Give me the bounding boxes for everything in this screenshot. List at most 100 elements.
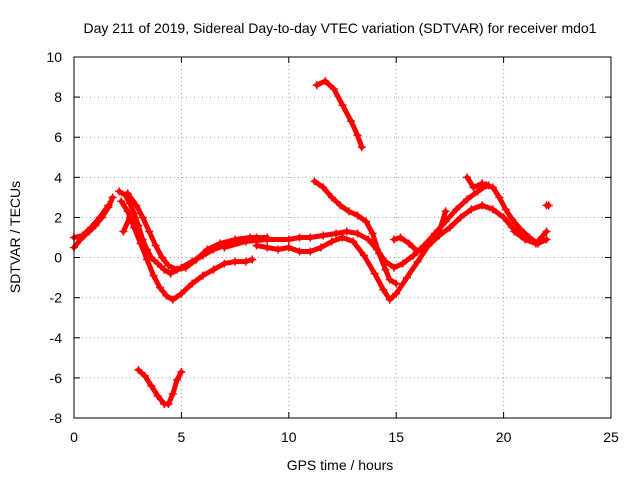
- data-point-marker: [143, 255, 152, 264]
- data-point-marker: [306, 247, 315, 256]
- y-tick-label: 2: [54, 209, 62, 225]
- x-tick-label: 10: [281, 429, 297, 445]
- data-point-marker: [398, 259, 407, 268]
- data-point-marker: [168, 389, 177, 398]
- axis-ticks: 0 5 10 15 20 25 -8 -6 -4 -2 0 2 4 6 8 10: [46, 49, 619, 445]
- data-point-marker: [87, 223, 96, 232]
- data-point-marker: [368, 229, 377, 238]
- data-point-marker: [115, 187, 124, 196]
- data-point-marker: [295, 233, 304, 242]
- data-point-marker: [173, 265, 182, 274]
- data-point-marker: [312, 81, 321, 90]
- data-point-marker: [353, 131, 362, 140]
- data-point-marker: [390, 235, 399, 244]
- data-point-marker: [310, 177, 319, 186]
- data-point-marker: [145, 227, 154, 236]
- data-point-marker: [381, 265, 390, 274]
- data-point-marker: [216, 239, 225, 248]
- data-point-marker: [402, 273, 411, 282]
- data-series: [70, 77, 553, 408]
- data-point-marker: [248, 255, 257, 264]
- data-point-marker: [164, 399, 173, 408]
- data-point-marker: [542, 235, 551, 244]
- y-tick-label: 4: [54, 169, 62, 185]
- data-point-marker: [508, 223, 517, 232]
- chart-title: Day 211 of 2019, Sidereal Day-to-day VTE…: [83, 20, 596, 36]
- data-point-marker: [544, 201, 553, 210]
- data-point-marker: [149, 271, 158, 280]
- data-point-marker: [284, 243, 293, 252]
- data-point-marker: [220, 243, 229, 252]
- data-point-marker: [130, 209, 139, 218]
- data-point-marker: [164, 261, 173, 270]
- data-point-marker: [138, 213, 147, 222]
- y-tick-label: 8: [54, 89, 62, 105]
- data-point-marker: [390, 263, 399, 272]
- data-point-marker: [95, 213, 104, 222]
- data-point-marker: [132, 201, 141, 210]
- data-point-marker: [353, 211, 362, 220]
- data-point-marker: [501, 205, 510, 214]
- data-point-marker: [405, 239, 414, 248]
- data-point-marker: [329, 85, 338, 94]
- data-point-marker: [119, 227, 128, 236]
- data-point-marker: [130, 223, 139, 232]
- data-point-marker: [162, 291, 171, 300]
- series-trace: [511, 229, 550, 246]
- data-point-marker: [166, 269, 175, 278]
- data-point-marker: [306, 233, 315, 242]
- data-point-marker: [478, 179, 487, 188]
- data-point-marker: [327, 237, 336, 246]
- data-point-marker: [499, 213, 508, 222]
- data-point-marker: [463, 173, 472, 182]
- data-point-marker: [78, 231, 87, 240]
- data-point-marker: [192, 255, 201, 264]
- series-arc-12: [463, 173, 493, 192]
- data-point-marker: [364, 235, 373, 244]
- data-point-marker: [177, 289, 186, 298]
- data-point-marker: [370, 269, 379, 278]
- series-trace: [312, 178, 399, 287]
- data-point-marker: [160, 265, 169, 274]
- series-arc-13: [510, 227, 551, 248]
- data-point-marker: [452, 205, 461, 214]
- data-point-marker: [123, 189, 132, 198]
- data-point-marker: [209, 265, 218, 274]
- data-point-marker: [445, 223, 454, 232]
- data-point-marker: [241, 237, 250, 246]
- data-point-marker: [542, 227, 551, 236]
- data-point-marker: [177, 367, 186, 376]
- y-tick-label: 6: [54, 129, 62, 145]
- data-point-marker: [456, 213, 465, 222]
- y-tick-label: -8: [50, 410, 63, 426]
- data-point-marker: [359, 251, 368, 260]
- x-axis-label: GPS time / hours: [287, 457, 394, 473]
- data-point-marker: [125, 213, 134, 222]
- data-point-marker: [203, 245, 212, 254]
- data-point-marker: [385, 295, 394, 304]
- data-point-marker: [155, 283, 164, 292]
- data-point-marker: [140, 371, 149, 380]
- data-point-marker: [295, 247, 304, 256]
- series-trace: [120, 214, 133, 234]
- data-point-marker: [413, 257, 422, 266]
- data-point-marker: [332, 229, 341, 238]
- data-point-marker: [151, 241, 160, 250]
- data-point-marker: [168, 295, 177, 304]
- data-point-marker: [284, 235, 293, 244]
- series-arc-10: [134, 365, 186, 408]
- series-arc-11: [390, 207, 450, 256]
- data-point-marker: [198, 271, 207, 280]
- data-point-marker: [123, 207, 132, 216]
- data-point-marker: [327, 193, 336, 202]
- data-point-marker: [188, 279, 197, 288]
- data-point-marker: [463, 195, 472, 204]
- x-tick-label: 20: [496, 429, 512, 445]
- data-point-marker: [136, 239, 145, 248]
- y-tick-label: 0: [54, 250, 62, 266]
- data-point-marker: [104, 201, 113, 210]
- data-point-marker: [336, 201, 345, 210]
- data-point-marker: [396, 233, 405, 242]
- y-tick-label: -4: [50, 330, 63, 346]
